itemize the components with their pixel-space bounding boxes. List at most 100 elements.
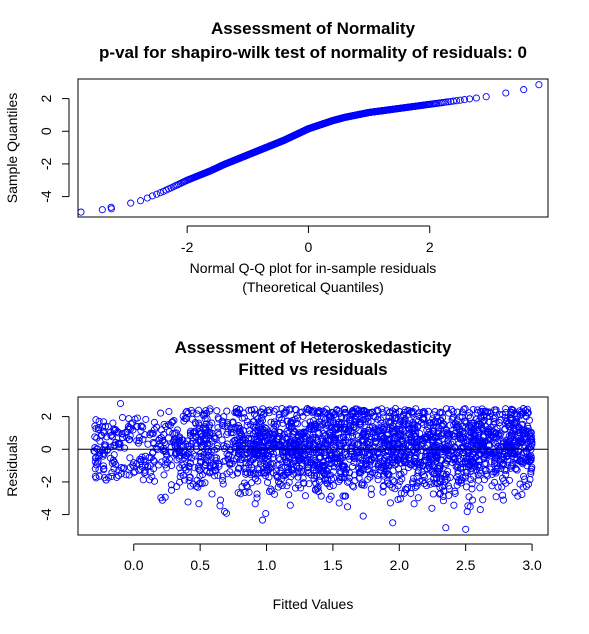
resid-point [162,422,170,431]
resid-point [226,460,234,468]
resid-point [222,443,230,451]
resid-point [135,437,143,445]
resid-point [407,451,415,459]
resid-point [523,405,531,413]
resid-point [514,428,522,436]
resid-x-tick-label: 2.0 [390,557,410,573]
resid-point [323,470,331,478]
qq-point-tail [520,86,528,94]
resid-point [377,438,385,446]
resid-point [91,458,99,466]
resid-point [364,418,372,426]
resid-point [476,506,484,514]
resid-point [300,479,308,487]
resid-point [386,481,394,489]
resid-point [267,485,275,493]
resid-point [466,413,474,421]
resid-point [518,421,526,429]
resid-point [326,471,335,479]
resid-point [435,437,443,445]
resid-point [110,427,118,435]
resid-point [394,465,403,473]
resid-point [297,484,305,492]
resid-point [221,507,229,516]
resid-point [139,476,147,484]
resid-point [180,460,188,468]
qq-point [456,96,464,104]
resid-point [366,473,374,481]
resid-point [229,418,237,426]
resid-point [443,475,451,483]
resid-point [476,484,484,492]
resid-point [450,432,458,440]
resid-point [359,438,367,446]
resid-point [142,415,150,423]
resid-point [309,424,317,432]
resid-point [99,462,108,470]
resid-point [246,469,254,477]
resid-point [426,421,434,429]
resid-point [341,470,349,478]
resid-point [430,475,438,483]
resid-point [342,425,350,433]
resid-point [490,415,498,423]
resid-point [150,418,158,426]
resid-point [396,432,405,440]
resid-point [522,482,531,490]
resid-point [439,448,447,456]
resid-point [343,478,352,486]
resid-point [426,480,434,488]
resid-point [197,453,205,461]
resid-point [491,413,499,422]
resid-point [292,406,300,414]
resid-point [443,457,451,465]
resid-point-outlier [462,525,470,533]
resid-point [118,430,126,438]
resid-point [502,471,510,479]
resid-point [498,459,507,467]
resid-point [427,419,435,427]
resid-point [456,413,464,421]
resid-point [272,422,280,430]
resid-point [333,450,341,458]
resid-point [163,459,172,467]
resid-point [496,457,504,466]
resid-point [397,489,405,497]
resid-point [193,410,201,418]
resid-point [186,459,194,467]
resid-point [285,422,293,431]
resid-point [507,405,515,413]
resid-point [465,412,473,420]
resid-point [509,436,517,444]
resid-point [502,466,510,474]
resid-point [524,480,532,488]
resid-point [238,435,246,444]
resid-point [390,477,399,486]
resid-point [416,477,424,486]
resid-point [161,493,169,501]
qq-y-axis: -4 -2 0 2 [38,94,70,203]
resid-x-tick-label: 1.5 [323,557,343,573]
resid-point [202,424,210,432]
resid-point [503,418,511,426]
resid-point [379,482,387,491]
resid-point [214,424,222,432]
resid-point [492,408,500,416]
resid-point [99,427,107,435]
resid-point [438,483,446,491]
resid-point [226,468,234,476]
resid-point [91,472,99,480]
resid-point [108,459,116,467]
resid-point [168,418,176,426]
resid-point [165,455,173,463]
resid-point [516,407,524,415]
resid-point [225,451,233,459]
resid-point [397,450,405,458]
resid-point [356,420,364,429]
resid-point [482,407,490,415]
resid-point [371,465,379,473]
resid-point [263,478,272,486]
resid-point [117,470,125,478]
qq-point [460,96,469,104]
resid-point [266,406,274,414]
